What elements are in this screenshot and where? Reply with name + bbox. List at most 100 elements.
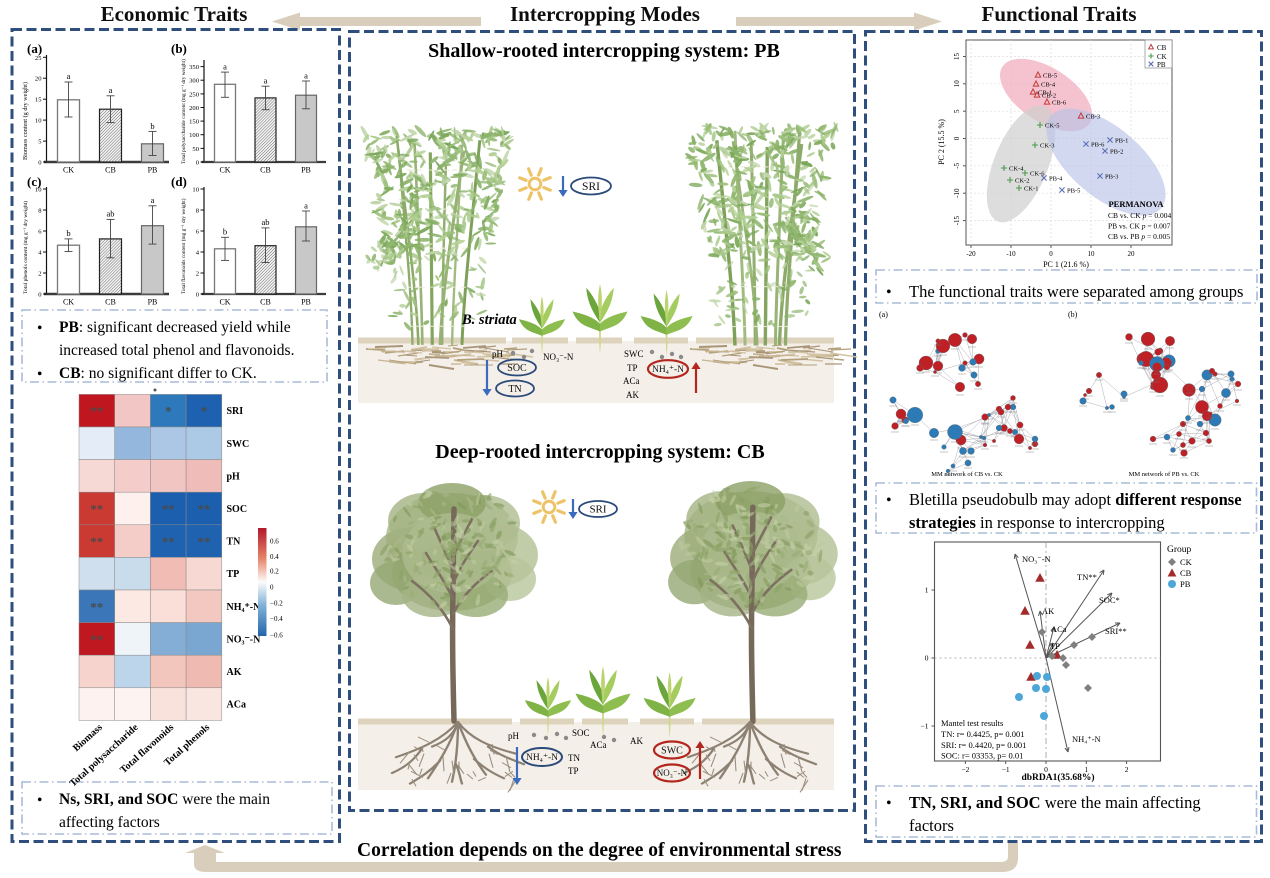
svg-text:PB-4: PB-4 xyxy=(1049,176,1063,183)
svg-text:CK: CK xyxy=(219,166,230,175)
svg-text:CK: CK xyxy=(1157,53,1167,61)
svg-text:TN: TN xyxy=(227,537,242,548)
svg-text:SRI: SRI xyxy=(582,181,600,193)
svg-text:SWC: SWC xyxy=(624,349,644,359)
svg-text:AK: AK xyxy=(227,667,242,678)
svg-text:(b): (b) xyxy=(1068,310,1078,319)
svg-text:−2: −2 xyxy=(961,765,969,774)
svg-text:ACa: ACa xyxy=(623,376,640,386)
svg-text:6: 6 xyxy=(196,229,200,236)
svg-text:ab: ab xyxy=(261,217,269,227)
svg-text:TP: TP xyxy=(627,363,638,373)
svg-text:CB: CB xyxy=(1180,568,1192,578)
svg-text:a: a xyxy=(109,85,113,95)
svg-text:SRI: SRI xyxy=(227,406,244,417)
svg-text:Shallow-rooted intercropping s: Shallow-rooted intercropping system: PB xyxy=(428,40,780,62)
svg-text:dbRDA1(35.68%): dbRDA1(35.68%) xyxy=(1021,772,1094,783)
svg-text:a: a xyxy=(67,71,71,81)
svg-text:CK: CK xyxy=(63,166,74,175)
svg-text:a: a xyxy=(264,76,268,86)
svg-text:pH: pH xyxy=(492,349,504,359)
svg-text:CK: CK xyxy=(219,298,230,307)
svg-text:ab: ab xyxy=(106,209,114,219)
svg-text:CB: CB xyxy=(105,298,116,307)
svg-text:CK-4: CK-4 xyxy=(1009,166,1024,173)
svg-text:AK: AK xyxy=(630,736,643,746)
svg-text:PB-1: PB-1 xyxy=(1115,138,1128,145)
svg-text:AK: AK xyxy=(626,390,639,400)
svg-text:-5: -5 xyxy=(953,162,961,168)
svg-text:ACa: ACa xyxy=(590,740,607,750)
svg-text:ACa: ACa xyxy=(1051,624,1067,634)
svg-text:CB-6: CB-6 xyxy=(1052,100,1067,107)
svg-text:TP: TP xyxy=(568,766,579,776)
svg-text:CB-5: CB-5 xyxy=(1043,73,1057,80)
svg-text:2: 2 xyxy=(38,271,41,278)
svg-text:ACa: ACa xyxy=(227,700,246,711)
svg-text:PB-5: PB-5 xyxy=(1067,188,1080,195)
svg-text:SRI**: SRI** xyxy=(1105,626,1127,636)
svg-text:4: 4 xyxy=(38,250,42,257)
svg-text:5: 5 xyxy=(38,139,42,146)
svg-text:1: 1 xyxy=(1084,765,1088,774)
svg-text:**: ** xyxy=(90,502,103,517)
svg-text:10: 10 xyxy=(953,80,961,88)
svg-text:CB: CB xyxy=(105,166,116,175)
svg-text:a: a xyxy=(304,71,308,81)
svg-text:PB: PB xyxy=(301,298,311,307)
svg-text:2: 2 xyxy=(1125,765,1129,774)
svg-text:Mantel test results: Mantel test results xyxy=(941,718,1003,728)
svg-text:0: 0 xyxy=(1049,250,1053,258)
svg-text:100: 100 xyxy=(189,132,200,139)
svg-text:0.6: 0.6 xyxy=(270,538,279,546)
svg-text:0: 0 xyxy=(270,584,274,592)
svg-text:SRI: r= 0.4420, p= 0.001: SRI: r= 0.4420, p= 0.001 xyxy=(941,740,1026,750)
svg-text:NO₃⁻-N: NO₃⁻-N xyxy=(227,634,262,645)
svg-text:TN**: TN** xyxy=(1077,572,1097,582)
svg-text:0: 0 xyxy=(196,292,200,299)
svg-text:NO₃⁻-N: NO₃⁻-N xyxy=(543,352,574,362)
svg-text:a: a xyxy=(223,62,227,72)
svg-text:TN: r= 0.4425, p= 0.001: TN: r= 0.4425, p= 0.001 xyxy=(941,729,1025,739)
svg-text:-20: -20 xyxy=(966,250,976,258)
svg-text:a: a xyxy=(304,201,308,211)
svg-text:0: 0 xyxy=(196,160,200,167)
svg-text:Bletilla pseudobulb may adopt: Bletilla pseudobulb may adopt different … xyxy=(909,490,1242,509)
svg-text:PB-6: PB-6 xyxy=(1091,142,1105,149)
svg-text:**: ** xyxy=(162,534,175,549)
svg-text:CB: CB xyxy=(260,298,271,307)
svg-text:Group: Group xyxy=(1167,545,1192,555)
svg-text:PB: PB xyxy=(148,298,158,307)
svg-text:10: 10 xyxy=(35,187,42,194)
svg-text:25: 25 xyxy=(35,55,42,62)
svg-text:SWC: SWC xyxy=(227,439,250,450)
svg-text:CB-2: CB-2 xyxy=(1042,93,1056,100)
svg-text:TP: TP xyxy=(1050,641,1060,651)
svg-text:−1: −1 xyxy=(1002,765,1010,774)
svg-text:0: 0 xyxy=(953,136,961,140)
svg-text:-10: -10 xyxy=(1006,250,1016,258)
svg-text:•: • xyxy=(886,492,892,509)
svg-text:-10: -10 xyxy=(953,188,961,198)
svg-text:**: ** xyxy=(90,534,103,549)
svg-text:8: 8 xyxy=(38,208,42,215)
svg-text:strategies in response to inte: strategies in response to intercropping xyxy=(909,513,1165,532)
svg-text:150: 150 xyxy=(189,119,200,126)
svg-text:CB-3: CB-3 xyxy=(1086,114,1100,121)
svg-text:PB vs. CK p = 0.007: PB vs. CK p = 0.007 xyxy=(1108,222,1171,231)
svg-text:20: 20 xyxy=(35,76,42,83)
svg-text:CB-4: CB-4 xyxy=(1041,82,1056,89)
svg-text:Total flavonoids content (mg g: Total flavonoids content (mg g⁻¹ dry wei… xyxy=(180,198,187,294)
svg-text:CK-1: CK-1 xyxy=(1024,186,1038,193)
svg-text:*: * xyxy=(165,404,172,419)
svg-text:PB: PB xyxy=(148,166,158,175)
svg-text:TP: TP xyxy=(227,569,240,580)
svg-text:(d): (d) xyxy=(171,174,187,189)
svg-text:350: 350 xyxy=(189,64,200,71)
svg-text:**: ** xyxy=(162,502,175,517)
svg-text:(a): (a) xyxy=(27,41,42,56)
svg-text:NO₃⁻-N: NO₃⁻-N xyxy=(657,768,688,778)
svg-text:MM network of CB vs. CK: MM network of CB vs. CK xyxy=(931,471,1003,478)
svg-text:(b): (b) xyxy=(171,41,187,56)
svg-text:20: 20 xyxy=(1128,250,1136,258)
